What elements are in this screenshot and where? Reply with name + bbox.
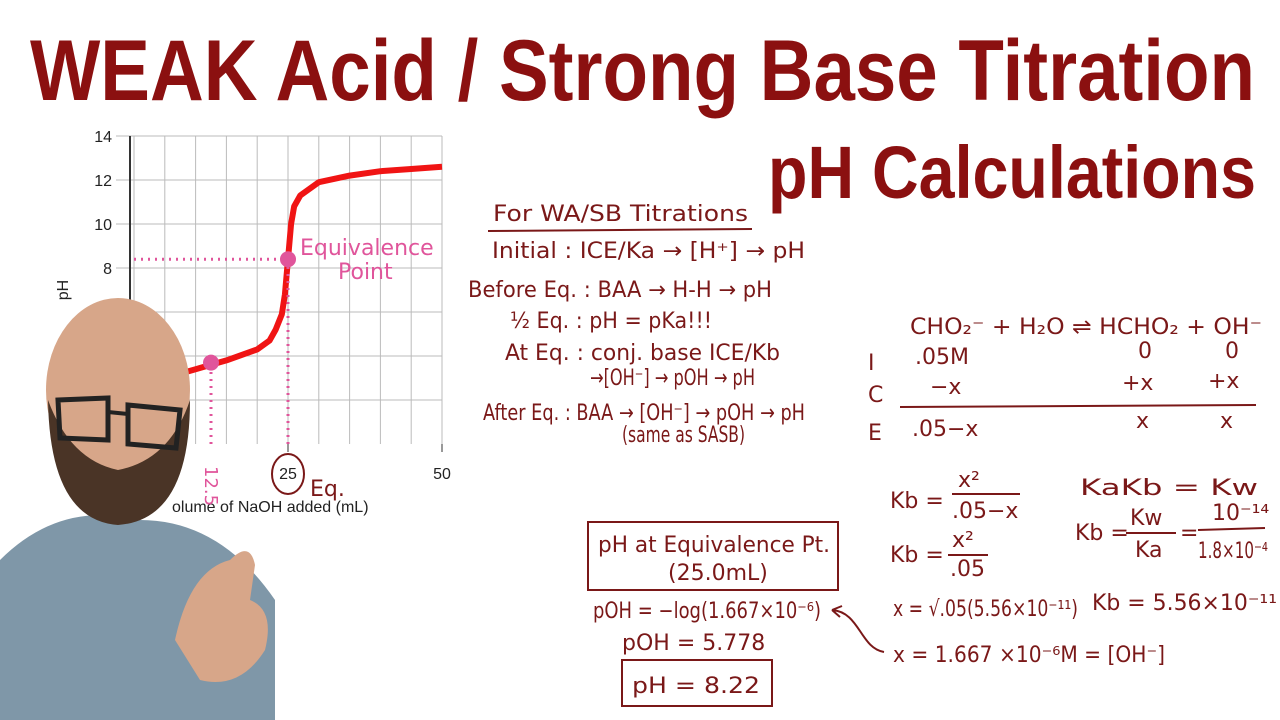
ice-cell: 0 — [1138, 339, 1152, 364]
subtitle: pH Calculations — [768, 131, 1256, 214]
marked-point — [280, 251, 296, 268]
title: WEAK Acid / Strong Base Titration — [30, 23, 1255, 119]
annotation: Eq. — [310, 477, 345, 502]
calc: pOH = −log(1.667×10⁻⁶) — [593, 599, 821, 624]
note-step: At Eq. : conj. base ICE/Kb — [505, 341, 780, 366]
answer: pH at Equivalence Pt. (25.0mL) pOH = −lo… — [587, 521, 839, 707]
eq-text: x = √.05(5.56×10⁻¹¹) — [893, 597, 1078, 622]
eq-text: Kw — [1130, 506, 1162, 531]
y-tick-label: 12 — [94, 173, 112, 190]
note-step: (same as SASB) — [622, 423, 745, 448]
eq-text: Kb = — [890, 489, 944, 514]
eq-text: 10⁻¹⁴ — [1212, 501, 1269, 526]
calc: pOH = 5.778 — [622, 631, 765, 656]
ice-cell: +x — [1122, 371, 1153, 396]
marked-point — [203, 354, 219, 371]
eq-text: 1.8×10⁻⁴ — [1198, 539, 1268, 564]
notes: For WA/SB Titrations Initial : ICE/Ka → … — [468, 202, 805, 448]
y-tick-label: 14 — [94, 129, 112, 146]
annotation: Point — [338, 260, 393, 285]
box-text: pH at Equivalence Pt. — [598, 533, 830, 558]
arrow — [831, 605, 885, 653]
note-step: ½ Eq. : pH = pKa!!! — [510, 309, 712, 334]
eq-text: .05−x — [952, 499, 1018, 524]
y-tick-label: 10 — [94, 217, 112, 234]
ice-cell: .05M — [915, 345, 969, 370]
ice-row-label: E — [868, 421, 882, 446]
annotation: 12.5 — [200, 466, 221, 506]
notes-heading: For WA/SB Titrations — [493, 202, 748, 227]
eq-text: Kb = — [890, 543, 944, 568]
eq-text: = — [1180, 521, 1198, 546]
note-step: Initial : ICE/Ka → [H⁺] → pH — [492, 239, 805, 264]
ice-cell: x — [1220, 409, 1233, 434]
note-step: After Eq. : BAA → [OH⁻] → pOH → pH — [483, 401, 805, 426]
y-axis-label: pH — [55, 280, 72, 300]
ice-cell: x — [1136, 409, 1149, 434]
y-tick-label: 8 — [103, 261, 112, 278]
ice-table: CHO₂⁻ + H₂O ⇌ HCHO₂ + OH⁻ I .05M 0 0 C −… — [868, 315, 1262, 446]
eq-text: x = 1.667 ×10⁻⁶M = [OH⁻] — [893, 643, 1165, 668]
eq-text: x² — [958, 468, 980, 493]
x-tick-label: 50 — [433, 466, 451, 483]
eq-text: Ka — [1135, 538, 1163, 563]
guide — [134, 257, 290, 444]
note-step: Before Eq. : BAA → H-H → pH — [468, 278, 772, 303]
eq-text: Kb = — [1075, 521, 1129, 546]
person — [0, 298, 275, 720]
ice-cell: +x — [1208, 369, 1239, 394]
eq-text: .05 — [950, 557, 985, 582]
box — [587, 521, 839, 591]
ice-row-label: C — [868, 383, 883, 408]
ice-cell: .05−x — [912, 417, 978, 442]
table-rule — [899, 404, 1257, 408]
note-step: →[OH⁻] → pOH → pH — [590, 366, 755, 391]
eq-text: KaKb = Kw — [1080, 476, 1258, 501]
eq-text: Kb = 5.56×10⁻¹¹ — [1092, 591, 1277, 616]
box-text: (25.0mL) — [668, 561, 768, 586]
box — [621, 659, 773, 707]
fraction-bar — [1197, 527, 1266, 531]
result: pH = 8.22 — [632, 674, 760, 699]
x-axis-label: olume of NaOH added (mL) — [172, 499, 369, 516]
x-tick-label: 25 — [279, 466, 297, 483]
eq-text: x² — [952, 528, 974, 553]
underline — [487, 228, 753, 232]
reaction: CHO₂⁻ + H₂O ⇌ HCHO₂ + OH⁻ — [910, 315, 1262, 340]
ice-cell: 0 — [1225, 339, 1239, 364]
equations: Kb = x² .05−x KaKb = Kw Kb = Kw Ka = 10⁻… — [831, 468, 1277, 668]
ice-cell: −x — [930, 375, 961, 400]
circle-mark — [271, 453, 305, 495]
annotation: Equivalence — [300, 236, 434, 261]
ice-row-label: I — [868, 351, 875, 376]
